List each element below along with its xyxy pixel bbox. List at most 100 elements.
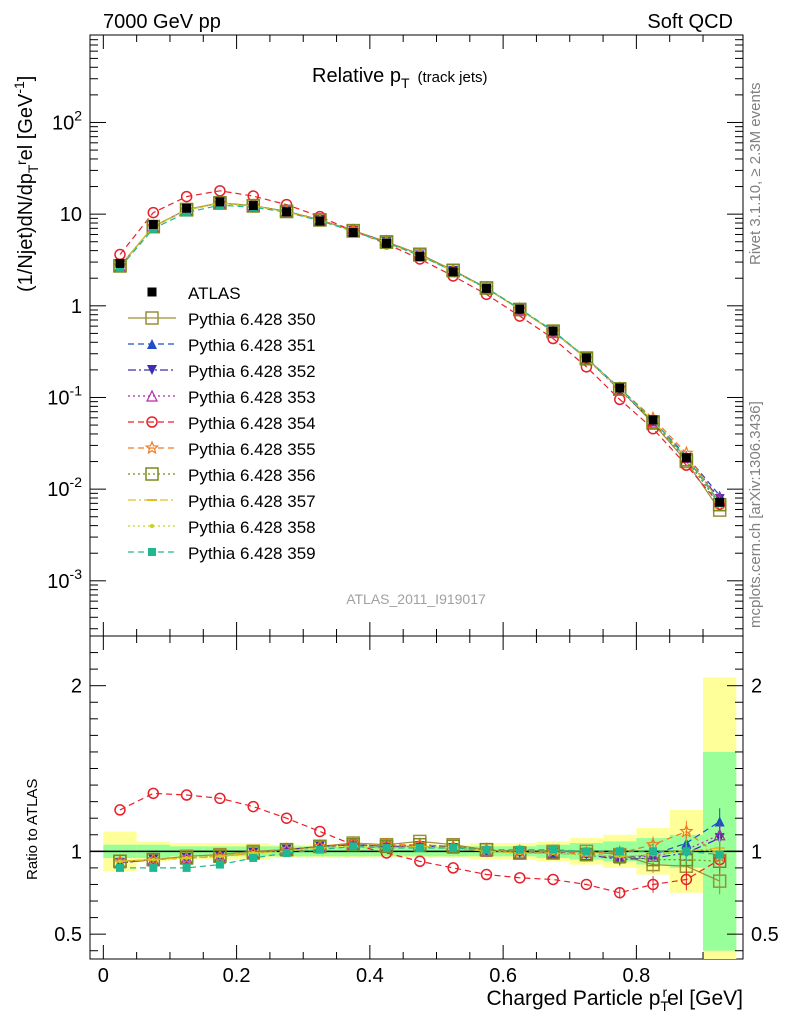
marker-square-open — [446, 839, 460, 854]
marker-circle-open — [447, 862, 459, 874]
marker-square — [582, 847, 591, 856]
marker-data — [382, 238, 392, 248]
analysis-id: ATLAS_2011_I919017 — [346, 591, 486, 607]
marker-data — [115, 258, 125, 268]
legend-label: Pythia 6.428 356 — [188, 466, 316, 485]
marker-square — [249, 853, 258, 862]
marker-data — [248, 201, 258, 211]
marker-square — [482, 845, 491, 854]
y-tick-label: 1 — [71, 296, 82, 318]
ratio-tick-label-right: 0.5 — [751, 924, 779, 946]
marker-square — [282, 848, 291, 857]
y-tick-label: 10-1 — [47, 382, 82, 409]
marker-square-open — [446, 263, 460, 278]
marker-square — [415, 844, 424, 853]
marker-circle-open — [147, 787, 160, 800]
marker-square-open — [145, 467, 159, 481]
marker-circle-open — [180, 190, 193, 203]
y-tick-label: 10-3 — [47, 566, 82, 593]
ratio-bands — [90, 677, 743, 959]
marker-square — [149, 863, 158, 872]
marker-square-open — [546, 324, 560, 339]
marker-square-open — [313, 213, 327, 227]
legend-label-data: ATLAS — [188, 284, 241, 303]
marker-circle-open — [314, 825, 326, 838]
ratio-tick-label: 0.5 — [54, 924, 82, 946]
marker-circle-open — [180, 789, 193, 801]
main-y-ticks: 10-3 10-2 10-1 1 10 102 — [47, 34, 743, 630]
marker-square — [449, 844, 458, 853]
marker-data — [182, 203, 192, 213]
ratio-tick-label-right: 1 — [751, 841, 762, 863]
x-tick-label: 0.4 — [356, 965, 384, 987]
y-tick-label: 10-2 — [47, 474, 82, 501]
marker-dot — [151, 857, 156, 862]
marker-data — [147, 287, 157, 297]
legend-label: Pythia 6.428 350 — [188, 310, 316, 329]
x-tick-label: 0 — [98, 965, 109, 987]
header-right: Soft QCD — [647, 11, 733, 33]
marker-square — [549, 845, 558, 854]
x-axis-label: Charged Particle pTrel [GeV] — [486, 984, 743, 1014]
marker-data — [648, 415, 658, 425]
marker-square — [349, 842, 358, 851]
marker-data — [615, 383, 625, 393]
legend-label: Pythia 6.428 351 — [188, 336, 316, 355]
marker-dot — [150, 524, 154, 528]
marker-dot — [217, 854, 222, 859]
x-tick-label: 0.2 — [223, 965, 251, 987]
marker-circle-open — [514, 872, 526, 884]
marker-circle-open — [547, 873, 559, 886]
marker-square — [315, 845, 324, 854]
legend-label: Pythia 6.428 352 — [188, 362, 316, 381]
legend-label: Pythia 6.428 359 — [188, 544, 316, 563]
marker-square — [382, 844, 391, 853]
marker-circle-open — [580, 878, 593, 891]
marker-data — [148, 220, 158, 230]
marker-square-open — [379, 839, 394, 854]
marker-circle-open — [114, 248, 126, 261]
marker-square-open — [145, 311, 159, 325]
rivet-label: Rivet 3.1.10, ≥ 2.3M events — [747, 83, 764, 266]
marker-square — [215, 860, 224, 869]
marker-data — [348, 228, 358, 238]
ratio-tick-label-right: 2 — [751, 676, 762, 698]
x-axis-ticks: 0 0.2 0.4 0.6 0.8 — [98, 35, 704, 987]
marker-square-open — [379, 235, 394, 249]
ratio-series-line — [119, 792, 721, 894]
marker-dot — [117, 859, 122, 864]
marker-data — [215, 197, 225, 207]
legend-label: Pythia 6.428 353 — [188, 388, 316, 407]
marker-data — [481, 283, 491, 293]
marker-circle-open — [480, 868, 493, 881]
marker-data — [515, 304, 525, 314]
header-left: 7000 GeV pp — [103, 11, 221, 33]
legend: ATLAS Pythia 6.428 350 Pythia 6.428 351 Pyt… — [128, 284, 316, 563]
ratio-tick-label: 2 — [71, 676, 82, 698]
marker-data — [282, 207, 292, 217]
main-panel: 10-3 10-2 10-1 1 10 102 Relative pT (track jet… — [11, 34, 744, 637]
marker-data — [448, 267, 458, 277]
chart-title: Relative pT (track jets) — [312, 65, 488, 91]
ratio-y-axis-label: Ratio to ATLAS — [24, 779, 41, 880]
marker-dot — [184, 855, 189, 860]
legend-label: Pythia 6.428 354 — [188, 414, 316, 433]
marker-circle-open — [414, 855, 426, 868]
marker-circle-open — [280, 812, 293, 824]
ratio-frame — [89, 635, 744, 960]
marker-data — [548, 326, 558, 336]
marker-data — [681, 453, 691, 463]
marker-square-open — [579, 351, 594, 366]
main-data-points — [115, 197, 725, 507]
marker-data — [581, 353, 591, 363]
marker-triangle-down — [147, 365, 157, 375]
marker-circle-open — [146, 416, 158, 428]
marker-star-open — [146, 852, 161, 866]
x-tick-label: 0.8 — [622, 965, 650, 987]
legend-label: Pythia 6.428 355 — [188, 440, 316, 459]
ratio-y-ticks: 0.5 0.5 1 1 2 2 — [54, 652, 779, 952]
legend-label: Pythia 6.428 358 — [188, 518, 316, 537]
ratio-tick-label: 1 — [71, 841, 82, 863]
marker-circle-open — [214, 792, 226, 805]
